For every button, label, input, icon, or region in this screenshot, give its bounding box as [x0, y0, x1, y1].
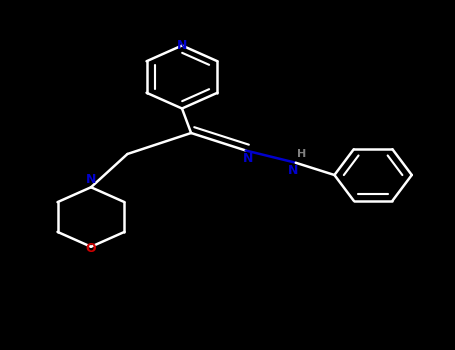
Text: H: H	[297, 149, 306, 159]
Text: N: N	[86, 173, 96, 186]
Text: N: N	[288, 164, 298, 177]
Text: N: N	[177, 39, 187, 52]
Text: N: N	[243, 152, 253, 165]
Text: O: O	[86, 242, 96, 255]
